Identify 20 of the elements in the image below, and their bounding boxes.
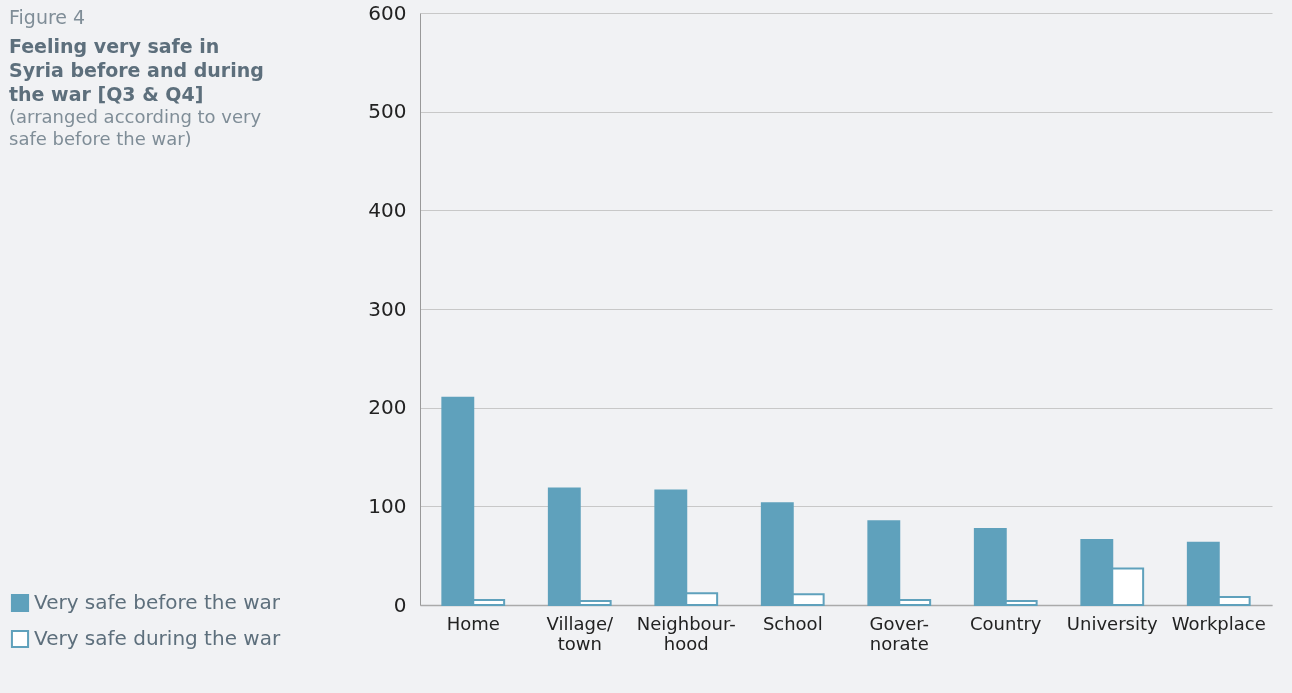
y-tick-label: 400 [368, 197, 407, 222]
x-tick-label: Village/town [546, 612, 614, 654]
legend-label: Very safe before the war [34, 590, 281, 614]
x-tick-label: Workplace [1171, 612, 1266, 634]
x-tick-label: University [1066, 612, 1158, 634]
y-tick-label: 300 [368, 296, 407, 321]
caption: Figure 4 [9, 6, 87, 28]
x-tick-label: Home [446, 612, 500, 634]
y-tick-label: 600 [368, 0, 407, 25]
y-tick-label: 200 [368, 395, 407, 420]
x-tick-label: Neighbour-hood [636, 612, 736, 654]
text: (arranged according to very safe before the war) [9, 106, 263, 150]
legend-label: Very safe during the war [34, 626, 281, 650]
x-tick-label: Gover-norate [869, 612, 929, 654]
y-tick-label: 0 [393, 592, 407, 617]
x-tick-label: School [762, 612, 823, 634]
y-tick-label: 100 [368, 493, 407, 518]
y-tick-label: 500 [368, 99, 407, 124]
text: Feeling very safe in Syria before and during the war [Q3 & Q4] [9, 34, 265, 106]
x-tick-label: Country [969, 612, 1042, 634]
